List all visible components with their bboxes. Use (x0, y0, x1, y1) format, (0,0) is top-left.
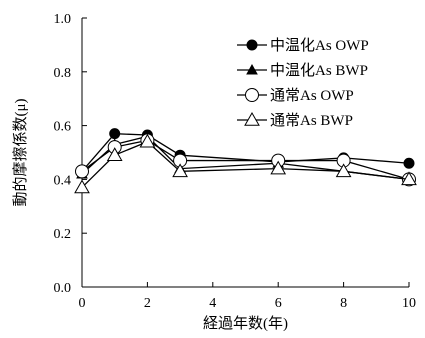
x-tick-label: 10 (402, 296, 416, 311)
data-point (75, 164, 89, 179)
legend-label: 通常As OWP (270, 87, 354, 104)
legend-marker (245, 88, 259, 102)
legend: 中温化As OWP 中温化As BWP 通常As OWP 通常As BWP (237, 37, 369, 129)
y-tick-label: 0.6 (54, 120, 72, 135)
legend-marker (246, 39, 258, 51)
data-point (335, 163, 352, 178)
data-point (403, 157, 415, 169)
series-group (74, 128, 417, 194)
legend-entry-4: 通常As BWP (237, 111, 353, 129)
data-point (109, 128, 121, 140)
legend-entry-3: 通常As OWP (237, 87, 354, 104)
data-point (74, 179, 90, 194)
legend-marker (246, 63, 258, 75)
y-tick-label: 0.0 (54, 281, 72, 296)
data-point (106, 147, 123, 161)
x-axis-label: 経過年数(年) (203, 315, 288, 332)
y-tick-label: 0.2 (54, 227, 72, 242)
y-tick-label: 0.8 (54, 66, 72, 81)
y-tick-label: 0.4 (54, 173, 72, 188)
data-point (172, 163, 188, 178)
x-tick-label: 6 (275, 296, 282, 311)
data-point (270, 160, 287, 175)
x-tick-label: 8 (340, 296, 347, 311)
x-tick-label: 4 (209, 296, 216, 311)
data-point (401, 171, 417, 186)
legend-label: 中温化As BWP (270, 62, 368, 79)
series-2 (76, 130, 415, 184)
legend-entry-1: 中温化As OWP (237, 37, 369, 54)
legend-marker (244, 111, 260, 126)
y-axis-label: 動的摩擦係数(μ) (11, 98, 29, 206)
ticks: 0.0 0.2 0.4 0.6 0.8 1.0 0 2 4 6 8 10 (54, 12, 417, 311)
axes (81, 18, 409, 288)
data-point (139, 133, 156, 148)
legend-label: 中温化As OWP (270, 37, 369, 54)
y-tick-label: 1.0 (54, 12, 72, 27)
x-tick-label: 0 (79, 296, 86, 311)
series-4 (74, 133, 417, 194)
legend-label: 通常As BWP (270, 112, 353, 129)
legend-entry-2: 中温化As BWP (237, 62, 368, 79)
x-tick-label: 2 (144, 296, 151, 311)
